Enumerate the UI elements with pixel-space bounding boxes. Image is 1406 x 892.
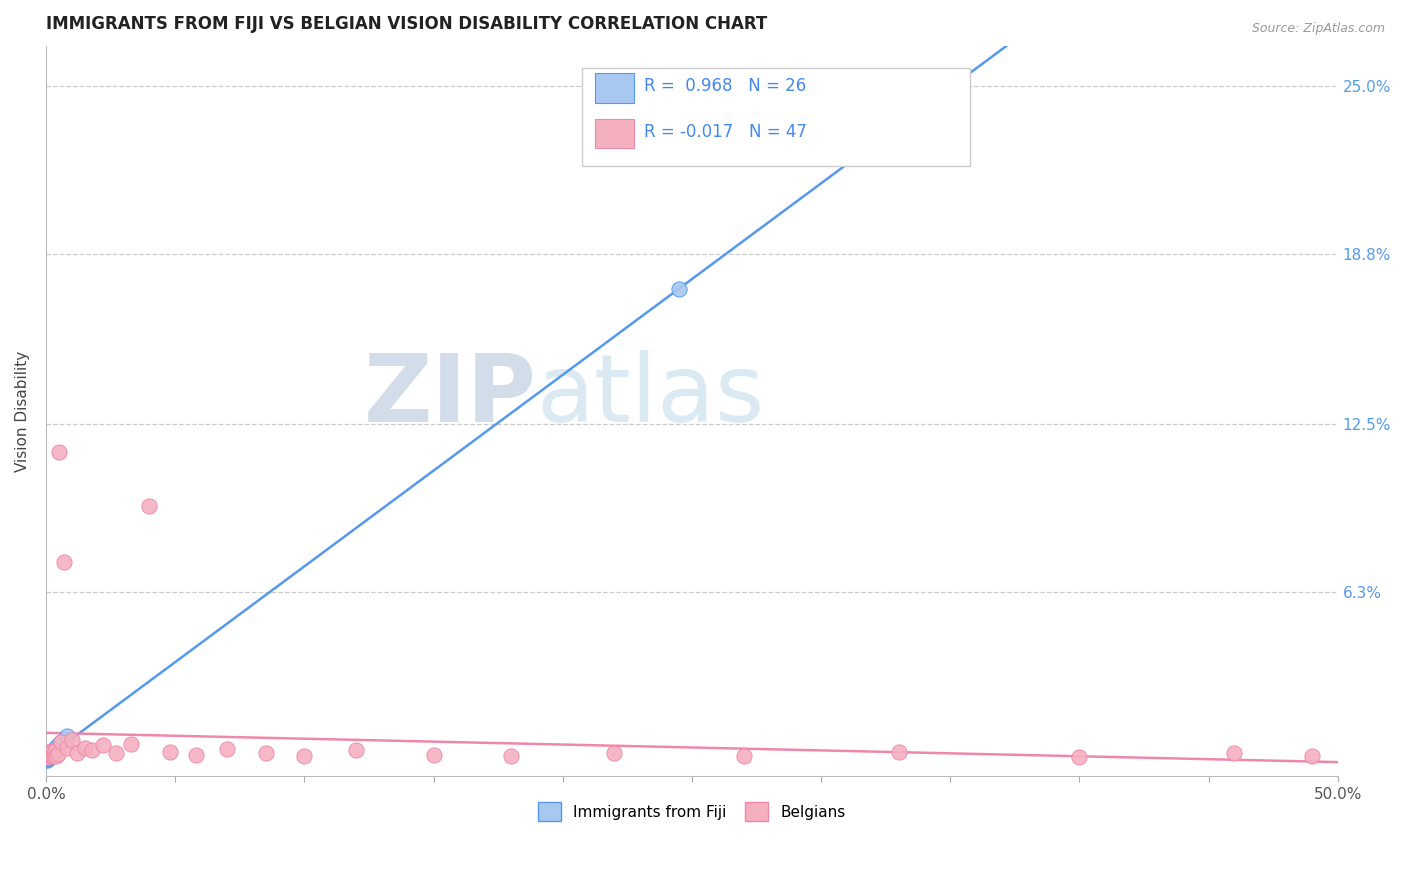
Point [37,747,59,762]
Point [38,749,60,764]
Point [37,750,59,764]
Point [38,748,60,763]
Bar [595,73,634,103]
Point [37,751,59,765]
Point [184,747,207,762]
Point [38,750,60,764]
Text: Source: ZipAtlas.com: Source: ZipAtlas.com [1251,22,1385,36]
Point [292,748,315,763]
Text: IMMIGRANTS FROM FIJI VS BELGIAN VISION DISABILITY CORRELATION CHART: IMMIGRANTS FROM FIJI VS BELGIAN VISION D… [46,15,768,33]
Point [733,748,755,763]
Bar [595,119,634,148]
Point [37,748,59,763]
Point [38,747,60,762]
Point [48,737,70,751]
Point [41,749,63,764]
Text: atlas: atlas [537,351,765,442]
Point [46,747,69,762]
Point [38,748,60,763]
Point [344,743,367,757]
Point [39,748,62,763]
Point [82,743,104,757]
Point [159,745,181,759]
Point [1301,748,1323,763]
Point [37,751,59,765]
Point [668,282,690,296]
Point [73,740,96,755]
Point [215,742,238,756]
Point [1223,746,1246,760]
Point [37,747,59,761]
Legend: Immigrants from Fiji, Belgians: Immigrants from Fiji, Belgians [531,797,852,827]
Point [138,499,160,513]
Point [39,747,62,762]
Point [42,743,65,757]
Point [120,737,142,751]
Point [1069,749,1091,764]
Text: R = -0.017   N = 47: R = -0.017 N = 47 [644,123,807,141]
Point [499,748,522,763]
Point [422,747,444,762]
Point [44,742,66,756]
Point [39,747,62,762]
Point [41,746,63,760]
Point [44,744,66,758]
Point [37,745,59,759]
Point [35,753,58,767]
Point [38,749,60,764]
Point [51,734,73,748]
Point [41,745,63,759]
Point [44,747,66,761]
Point [55,729,77,743]
Point [104,746,127,760]
Point [38,750,60,764]
Point [603,746,626,760]
Y-axis label: Vision Disability: Vision Disability [15,351,30,472]
Point [35,748,58,763]
Point [53,556,76,570]
Point [254,746,277,760]
Point [35,746,58,760]
Point [48,444,70,458]
Point [35,752,58,766]
Point [45,740,67,755]
Point [42,747,65,762]
Point [35,754,58,768]
Point [37,752,59,766]
Point [35,747,58,762]
Point [55,740,77,755]
Point [91,738,114,752]
Point [37,751,59,765]
Point [37,752,59,766]
Point [45,748,67,763]
Point [51,734,73,748]
Text: ZIP: ZIP [364,351,537,442]
FancyBboxPatch shape [582,68,970,166]
Point [887,745,910,759]
Point [41,745,63,759]
Point [38,745,60,759]
Point [38,747,60,761]
Point [66,746,89,760]
Point [60,732,83,747]
Point [39,747,62,761]
Point [39,746,62,760]
Text: R =  0.968   N = 26: R = 0.968 N = 26 [644,77,806,95]
Point [37,749,59,764]
